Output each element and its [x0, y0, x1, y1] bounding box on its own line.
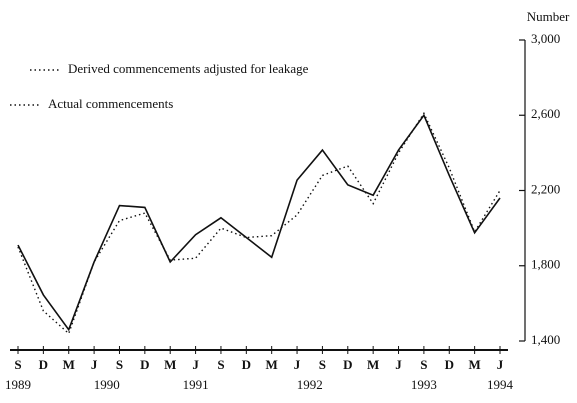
- year-label: 1991: [183, 377, 209, 392]
- year-label: 1990: [94, 377, 120, 392]
- x-tick-label: S: [116, 357, 123, 372]
- x-tick-label: S: [420, 357, 427, 372]
- x-tick-label: M: [468, 357, 480, 372]
- x-tick-label: S: [217, 357, 224, 372]
- x-tick-label: J: [497, 357, 504, 372]
- x-tick-label: J: [192, 357, 199, 372]
- x-tick-label: J: [294, 357, 301, 372]
- x-tick-label: M: [63, 357, 75, 372]
- series-line: [17, 111, 501, 335]
- x-tick-label: D: [140, 357, 149, 372]
- y-tick-label: 2,200: [531, 181, 560, 196]
- y-tick-label: 3,000: [531, 31, 560, 46]
- year-label: 1989: [5, 377, 31, 392]
- y-axis-label: Number: [527, 9, 570, 24]
- x-tick-label: D: [39, 357, 48, 372]
- x-tick-label: M: [266, 357, 278, 372]
- x-tick-label: M: [367, 357, 379, 372]
- legend-label: Actual commencements: [48, 96, 173, 111]
- legend-label: Derived commencements adjusted for leaka…: [68, 61, 309, 76]
- x-tick-label: J: [91, 357, 98, 372]
- x-tick-label: M: [164, 357, 176, 372]
- x-tick-label: S: [319, 357, 326, 372]
- year-label: 1994: [487, 377, 514, 392]
- y-tick-label: 1,800: [531, 257, 560, 272]
- y-tick-label: 2,600: [531, 106, 560, 121]
- y-tick-label: 1,400: [531, 332, 560, 347]
- x-tick-label: S: [14, 357, 21, 372]
- x-tick-label: D: [242, 357, 251, 372]
- x-tick-label: J: [395, 357, 402, 372]
- year-label: 1992: [297, 377, 323, 392]
- x-tick-label: D: [445, 357, 454, 372]
- series-line: [17, 113, 501, 332]
- x-tick-label: D: [343, 357, 352, 372]
- year-label: 1993: [411, 377, 437, 392]
